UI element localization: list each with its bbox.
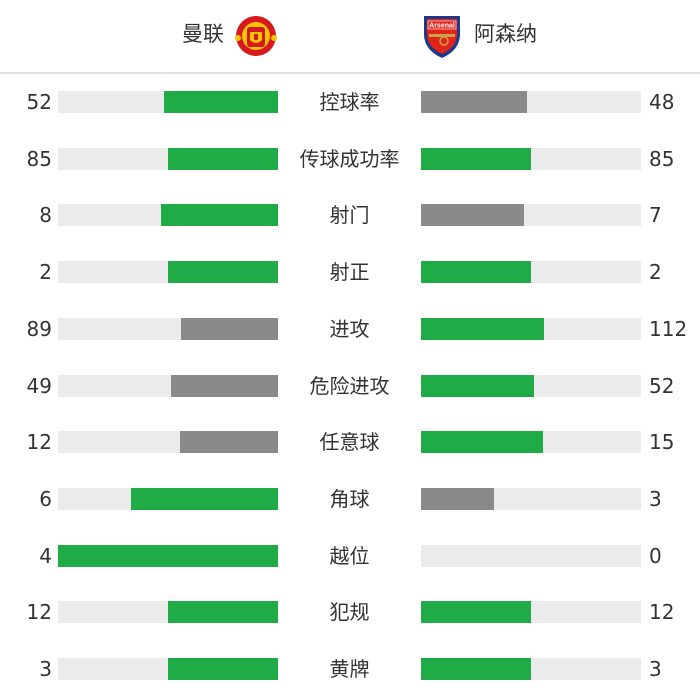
away-value: 0	[649, 543, 662, 568]
home-value: 6	[39, 486, 52, 511]
home-value: 4	[39, 543, 52, 568]
away-bar-track	[421, 487, 641, 510]
svg-text:Arsenal: Arsenal	[429, 23, 455, 30]
home-bar-track	[58, 374, 278, 397]
away-bar-fill	[421, 487, 495, 510]
stat-label: 角球	[329, 486, 370, 511]
away-bar-track	[421, 91, 641, 113]
away-bar-fill	[421, 374, 535, 397]
stat-label: 控球率	[319, 90, 380, 114]
stat-row: 12 犯规 12	[0, 600, 700, 624]
away-bar-track	[421, 261, 641, 284]
away-value: 2	[649, 260, 662, 285]
away-bar-fill	[421, 204, 524, 227]
away-bar-track	[421, 431, 641, 454]
stat-label: 越位	[329, 543, 370, 568]
home-bar-fill	[131, 487, 278, 510]
home-value: 52	[26, 90, 52, 114]
home-value: 89	[26, 316, 52, 341]
away-bar-track	[421, 544, 641, 567]
home-bar-track	[58, 317, 278, 340]
away-bar-track	[421, 601, 641, 624]
manchester-united-logo	[235, 16, 277, 56]
away-bar-track	[421, 658, 641, 680]
away-bar-fill	[421, 261, 531, 284]
away-value: 7	[649, 203, 662, 228]
away-bar-fill	[421, 317, 544, 340]
home-team-name: 曼联	[182, 22, 224, 46]
home-bar-fill	[168, 658, 278, 680]
header-divider	[0, 72, 700, 74]
stat-row: 52 控球率 48	[0, 90, 700, 114]
stat-label: 危险进攻	[309, 373, 390, 398]
stat-label: 射门	[329, 203, 370, 228]
home-bar-track	[58, 544, 278, 567]
away-value: 112	[649, 316, 688, 341]
stat-row: 3 黄牌 3	[0, 657, 700, 681]
stat-row: 12 任意球 15	[0, 430, 700, 454]
home-value: 2	[39, 260, 52, 285]
home-bar-fill	[160, 204, 278, 227]
away-bar-track	[421, 374, 641, 397]
stat-row: 2 射正 2	[0, 260, 700, 284]
home-bar-track	[58, 147, 278, 170]
home-bar-fill	[168, 261, 278, 284]
home-bar-track	[58, 91, 278, 113]
stat-label: 犯规	[329, 600, 370, 625]
stat-label: 射正	[329, 260, 370, 285]
away-value: 15	[649, 430, 675, 455]
away-bar-track	[421, 317, 641, 340]
home-bar-track	[58, 431, 278, 454]
home-value: 12	[26, 430, 52, 455]
away-bar-track	[421, 204, 641, 227]
away-value: 85	[649, 146, 675, 171]
home-value: 12	[26, 600, 52, 625]
stat-row: 85 传球成功率 85	[0, 147, 700, 171]
home-bar-fill	[168, 147, 278, 170]
stat-row: 6 角球 3	[0, 487, 700, 511]
away-value: 12	[649, 600, 675, 625]
match-header: 曼联 Arsenal 阿森纳	[0, 0, 700, 72]
away-value: 3	[649, 657, 662, 681]
home-value: 3	[39, 657, 52, 681]
arsenal-logo: Arsenal	[424, 16, 460, 58]
away-bar-fill	[421, 147, 531, 170]
away-bar-fill	[421, 658, 531, 680]
home-bar-fill	[58, 544, 278, 567]
away-bar-track	[421, 147, 641, 170]
away-value: 52	[649, 373, 675, 398]
stat-label: 传球成功率	[299, 146, 400, 171]
away-bar-fill	[421, 91, 527, 113]
away-value: 48	[649, 90, 675, 114]
home-bar-track	[58, 658, 278, 680]
stat-label: 进攻	[329, 316, 370, 341]
stat-row: 49 危险进攻 52	[0, 374, 700, 398]
home-value: 8	[39, 203, 52, 228]
stat-row: 4 越位 0	[0, 544, 700, 568]
home-bar-track	[58, 487, 278, 510]
stat-row: 8 射门 7	[0, 203, 700, 227]
home-bar-track	[58, 204, 278, 227]
away-bar-fill	[421, 601, 531, 624]
home-bar-track	[58, 601, 278, 624]
home-value: 85	[26, 146, 52, 171]
home-value: 49	[26, 373, 52, 398]
away-team-name: 阿森纳	[474, 22, 537, 46]
home-bar-fill	[180, 431, 278, 454]
stat-row: 89 进攻 112	[0, 317, 700, 341]
home-bar-track	[58, 261, 278, 284]
away-bar-fill	[421, 431, 544, 454]
home-bar-fill	[180, 317, 278, 340]
home-bar-fill	[168, 601, 278, 624]
stat-label: 任意球	[319, 430, 380, 455]
home-bar-fill	[163, 91, 278, 113]
stat-label: 黄牌	[329, 657, 370, 681]
home-bar-fill	[171, 374, 278, 397]
away-value: 3	[649, 486, 662, 511]
